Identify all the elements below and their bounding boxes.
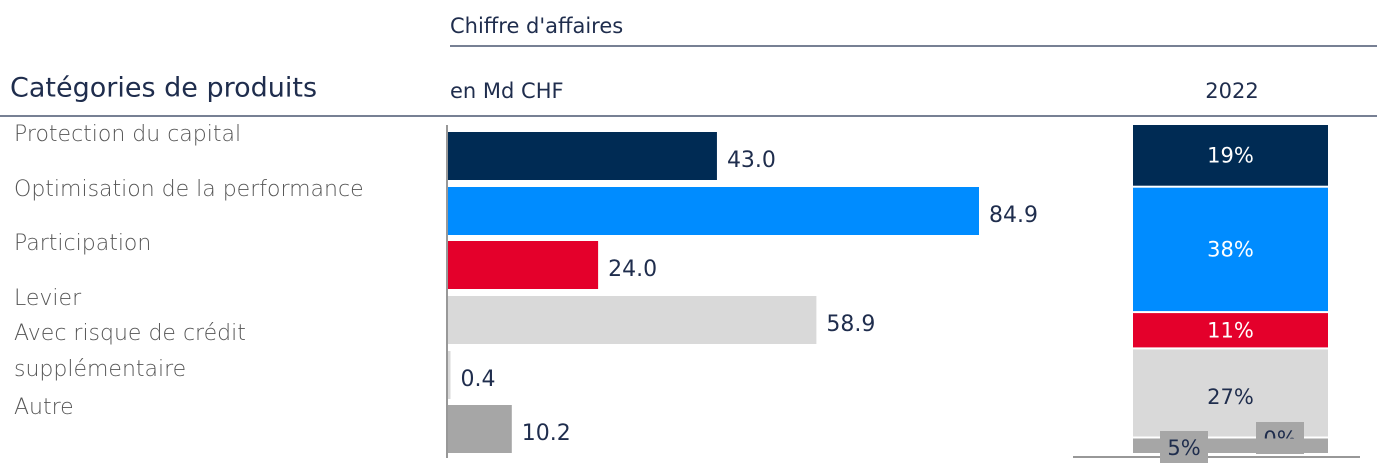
value-label: 24.0 bbox=[608, 257, 657, 282]
label-box bbox=[1160, 431, 1208, 463]
bar bbox=[448, 241, 599, 289]
segment-label: 27% bbox=[1207, 385, 1254, 409]
column-label: 2022 bbox=[1205, 79, 1258, 103]
segment bbox=[1133, 313, 1328, 348]
category-label: Levier bbox=[14, 286, 82, 311]
category-label: Autre bbox=[14, 395, 74, 420]
bar bbox=[448, 187, 979, 235]
bar bbox=[448, 132, 717, 180]
bar bbox=[448, 405, 512, 453]
category-axis-label: Catégories de produits bbox=[10, 73, 317, 104]
segment bbox=[1133, 125, 1328, 186]
bar bbox=[448, 296, 817, 344]
bar bbox=[448, 351, 451, 399]
segment-label: 19% bbox=[1207, 143, 1254, 167]
category-label: Optimisation de la performance bbox=[14, 177, 364, 202]
value-label: 43.0 bbox=[727, 148, 776, 173]
category-label: Avec risque de crédit supplémentaire bbox=[14, 321, 246, 382]
chart-title: Chiffre d'affaires bbox=[450, 14, 623, 38]
category-label: Participation bbox=[14, 231, 152, 256]
value-label: 58.9 bbox=[826, 312, 875, 337]
category-label: Protection du capital bbox=[14, 122, 242, 147]
segment-label: 38% bbox=[1207, 237, 1254, 261]
value-label: 84.9 bbox=[989, 203, 1038, 228]
segment-label: 11% bbox=[1207, 318, 1254, 342]
segment bbox=[1133, 349, 1328, 437]
value-label: 0.4 bbox=[461, 367, 496, 392]
segment bbox=[1133, 187, 1328, 312]
segment-label: 5% bbox=[1167, 436, 1200, 460]
chart-subtitle: en Md CHF bbox=[450, 79, 564, 103]
value-label: 10.2 bbox=[522, 421, 571, 446]
